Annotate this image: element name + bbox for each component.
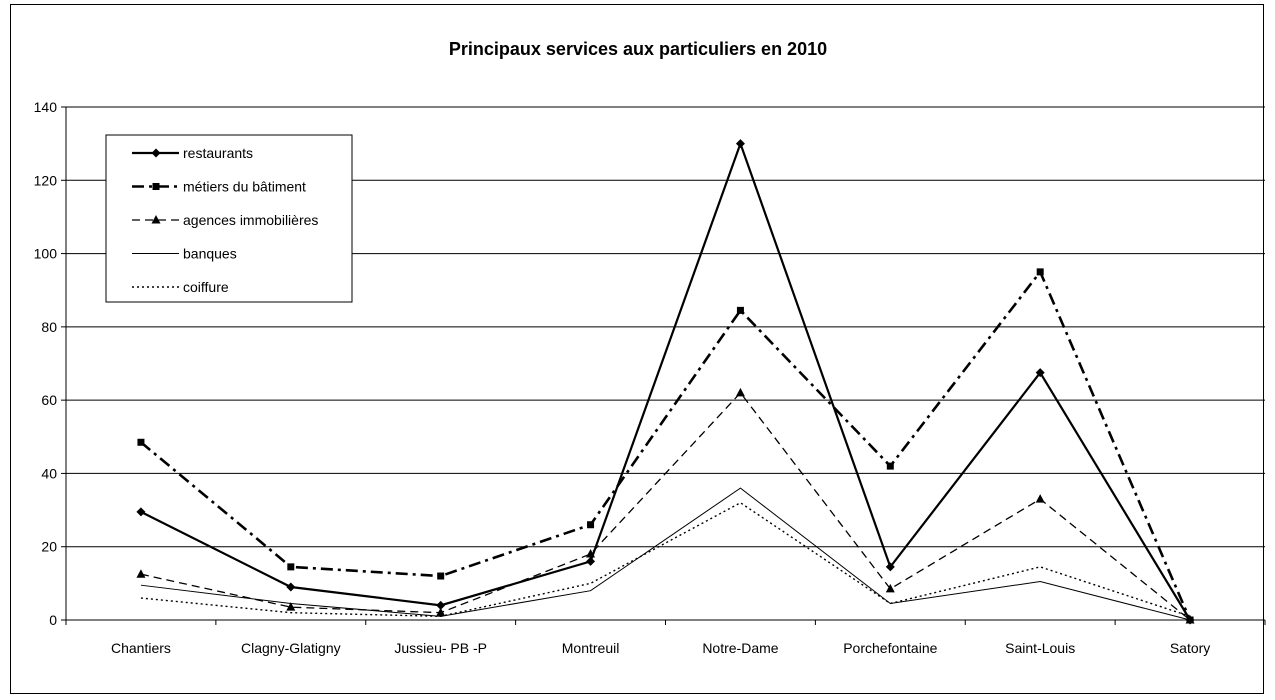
legend-marker [151, 215, 161, 224]
data-point-triangle [885, 583, 895, 593]
legend-entry: coiffure [132, 279, 229, 295]
y-tick-label: 60 [41, 392, 57, 408]
data-point-diamond [586, 556, 596, 566]
data-point-triangle [1035, 494, 1045, 503]
legend: restaurants métiers du bâtiment agences im… [105, 134, 353, 303]
legend-label: banques [183, 246, 237, 262]
legend-box [105, 134, 353, 303]
data-point-square [736, 306, 744, 314]
y-tick-label: 20 [41, 539, 57, 555]
legend-entry: banques [132, 246, 237, 262]
legend-marker [152, 183, 160, 190]
series-coiffure [140, 501, 1191, 618]
y-tick-label: 40 [41, 465, 57, 481]
y-tick-label: 100 [34, 246, 58, 262]
x-axis-ticks: Chantiers Clagny-Glatigny Jussieu- PB -P Mo… [65, 620, 1266, 656]
data-point-square [437, 572, 445, 580]
data-point-square [287, 563, 295, 571]
y-tick-label: 120 [34, 172, 58, 188]
legend-label: coiffure [183, 279, 229, 295]
chart-frame: Principaux services aux particuliers en … [10, 4, 1264, 694]
data-point-square [1036, 268, 1044, 276]
legend-label: restaurants [183, 145, 253, 161]
y-tick-label: 80 [41, 319, 57, 335]
chart-title: Principaux services aux particuliers en … [448, 39, 828, 59]
data-point-diamond [286, 582, 296, 592]
data-point-diamond [436, 600, 446, 610]
y-tick-label: 0 [49, 612, 57, 628]
x-tick-label: Jussieu- PB -P [394, 640, 487, 656]
data-point-diamond [735, 139, 745, 149]
series-restaurants [136, 139, 1195, 625]
series-line [140, 140, 1192, 621]
data-point-square [886, 462, 894, 470]
data-point-triangle [136, 569, 146, 578]
data-point-triangle [735, 387, 745, 397]
x-tick-label: Notre-Dame [702, 640, 778, 656]
data-point-square [587, 521, 595, 529]
series-line [140, 269, 1192, 621]
series-line [140, 501, 1191, 618]
legend-label: agences immobilières [183, 212, 318, 228]
x-tick-label: Saint-Louis [1005, 640, 1075, 656]
series-line [140, 391, 1191, 621]
data-point-diamond [1185, 615, 1195, 625]
series-metiers-du-batiment [137, 268, 1194, 624]
series-banques [140, 487, 1191, 621]
legend-marker [151, 148, 161, 158]
x-tick-label: Satory [1170, 640, 1210, 656]
legend-label: métiers du bâtiment [183, 179, 306, 195]
data-point-triangle [436, 607, 446, 617]
data-point-diamond [885, 562, 895, 572]
legend-entry: restaurants [132, 145, 253, 161]
series-line [140, 487, 1191, 621]
y-tick-label: 140 [34, 99, 58, 115]
data-point-diamond [136, 507, 146, 517]
x-tick-label: Chantiers [111, 640, 171, 656]
data-point-square [137, 438, 145, 446]
y-gridlines: 0 20 40 60 80 100 120 140 [34, 99, 1265, 628]
data-point-triangle [286, 602, 296, 611]
legend-entry: métiers du bâtiment [132, 179, 306, 195]
data-point-diamond [1035, 368, 1045, 378]
x-tick-label: Montreuil [562, 640, 620, 656]
legend-entry: agences immobilières [132, 212, 318, 228]
x-tick-label: Clagny-Glatigny [241, 640, 341, 656]
x-tick-label: Porchefontaine [843, 640, 937, 656]
